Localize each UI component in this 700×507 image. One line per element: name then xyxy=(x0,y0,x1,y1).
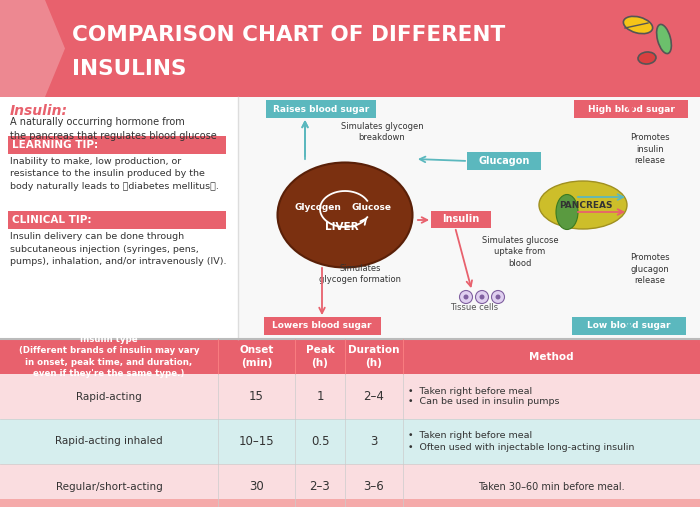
Text: Raises blood sugar: Raises blood sugar xyxy=(273,104,369,114)
Polygon shape xyxy=(0,0,65,97)
Text: CLINICAL TIP:: CLINICAL TIP: xyxy=(12,215,92,225)
Text: 1: 1 xyxy=(316,390,323,403)
Text: 0.5: 0.5 xyxy=(311,435,329,448)
Text: 3: 3 xyxy=(370,435,378,448)
Ellipse shape xyxy=(539,181,627,229)
Ellipse shape xyxy=(556,195,578,230)
Text: 10–15: 10–15 xyxy=(239,435,274,448)
Text: 30: 30 xyxy=(249,480,264,493)
Ellipse shape xyxy=(496,295,500,300)
Bar xyxy=(0,374,700,419)
Text: Simulates glycogen
breakdown: Simulates glycogen breakdown xyxy=(341,122,424,142)
Bar xyxy=(8,211,226,229)
FancyBboxPatch shape xyxy=(266,100,376,118)
Text: LIVER: LIVER xyxy=(326,222,359,232)
Ellipse shape xyxy=(657,24,671,54)
Text: Low blood sugar: Low blood sugar xyxy=(587,321,671,331)
Ellipse shape xyxy=(480,295,484,300)
Text: Inability to make, low production, or
resistance to the insulin produced by the
: Inability to make, low production, or re… xyxy=(10,157,219,191)
Text: Glycogen: Glycogen xyxy=(295,202,342,211)
Text: Peak
(h): Peak (h) xyxy=(306,345,335,368)
Text: Insulin: Insulin xyxy=(442,214,480,225)
Text: Duration
(h): Duration (h) xyxy=(349,345,400,368)
Text: Insulin type
(Different brands of insulin may vary
in onset, peak time, and dura: Insulin type (Different brands of insuli… xyxy=(19,335,199,378)
Text: Tissue cells: Tissue cells xyxy=(450,303,498,311)
Bar xyxy=(0,0,700,97)
Ellipse shape xyxy=(491,291,505,304)
Text: PANCREAS: PANCREAS xyxy=(559,200,612,209)
Text: Glucagon: Glucagon xyxy=(478,156,530,166)
Text: Insulin delivery can be done through
subcutaneous injection (syringes, pens,
pum: Insulin delivery can be done through sub… xyxy=(10,232,227,266)
Text: Method: Method xyxy=(529,351,574,361)
Text: Rapid-acting inhaled: Rapid-acting inhaled xyxy=(55,437,163,447)
Text: 15: 15 xyxy=(249,390,264,403)
Ellipse shape xyxy=(459,291,473,304)
Text: Simulates
glycogen formation: Simulates glycogen formation xyxy=(319,264,401,284)
Text: Insulin:: Insulin: xyxy=(10,104,68,118)
Text: LEARNING TIP:: LEARNING TIP: xyxy=(12,140,98,150)
Ellipse shape xyxy=(624,16,652,33)
Text: Promotes
glucagon
release: Promotes glucagon release xyxy=(630,252,670,285)
Ellipse shape xyxy=(277,163,412,268)
Text: A naturally occurring hormone from
the pancreas that regulates blood glucose: A naturally occurring hormone from the p… xyxy=(10,117,217,141)
Bar xyxy=(0,419,700,464)
Text: Taken 30–60 min before meal.: Taken 30–60 min before meal. xyxy=(478,482,625,491)
Text: Regular/short-acting: Regular/short-acting xyxy=(55,482,162,491)
Text: INSULINS: INSULINS xyxy=(72,59,186,79)
Text: •  Taken right before meal: • Taken right before meal xyxy=(408,431,532,441)
FancyBboxPatch shape xyxy=(431,211,491,228)
Text: Lowers blood sugar: Lowers blood sugar xyxy=(272,321,372,331)
FancyBboxPatch shape xyxy=(264,317,381,335)
FancyBboxPatch shape xyxy=(574,100,688,118)
FancyBboxPatch shape xyxy=(572,317,686,335)
Text: Glucose: Glucose xyxy=(352,202,392,211)
Text: COMPARISON CHART OF DIFFERENT: COMPARISON CHART OF DIFFERENT xyxy=(72,25,505,45)
Bar xyxy=(8,136,226,154)
Text: 2–4: 2–4 xyxy=(363,390,384,403)
Text: High blood sugar: High blood sugar xyxy=(587,104,674,114)
Text: •  Can be used in insulin pumps: • Can be used in insulin pumps xyxy=(408,397,559,407)
Bar xyxy=(0,97,238,339)
Text: Simulates glucose
uptake from
blood: Simulates glucose uptake from blood xyxy=(482,236,559,268)
Ellipse shape xyxy=(638,52,656,64)
Text: Rapid-acting: Rapid-acting xyxy=(76,391,142,402)
Bar xyxy=(238,97,700,339)
Ellipse shape xyxy=(463,295,468,300)
Text: Onset
(min): Onset (min) xyxy=(239,345,274,368)
Bar xyxy=(0,339,700,374)
Text: Promotes
insulin
release: Promotes insulin release xyxy=(630,133,670,165)
Bar xyxy=(0,499,700,507)
Text: •  Taken right before meal: • Taken right before meal xyxy=(408,386,532,395)
Text: 3–6: 3–6 xyxy=(363,480,384,493)
Ellipse shape xyxy=(475,291,489,304)
Text: •  Often used with injectable long-acting insulin: • Often used with injectable long-acting… xyxy=(408,443,634,452)
FancyBboxPatch shape xyxy=(467,152,541,170)
Bar xyxy=(0,464,700,507)
Text: 2–3: 2–3 xyxy=(309,480,330,493)
